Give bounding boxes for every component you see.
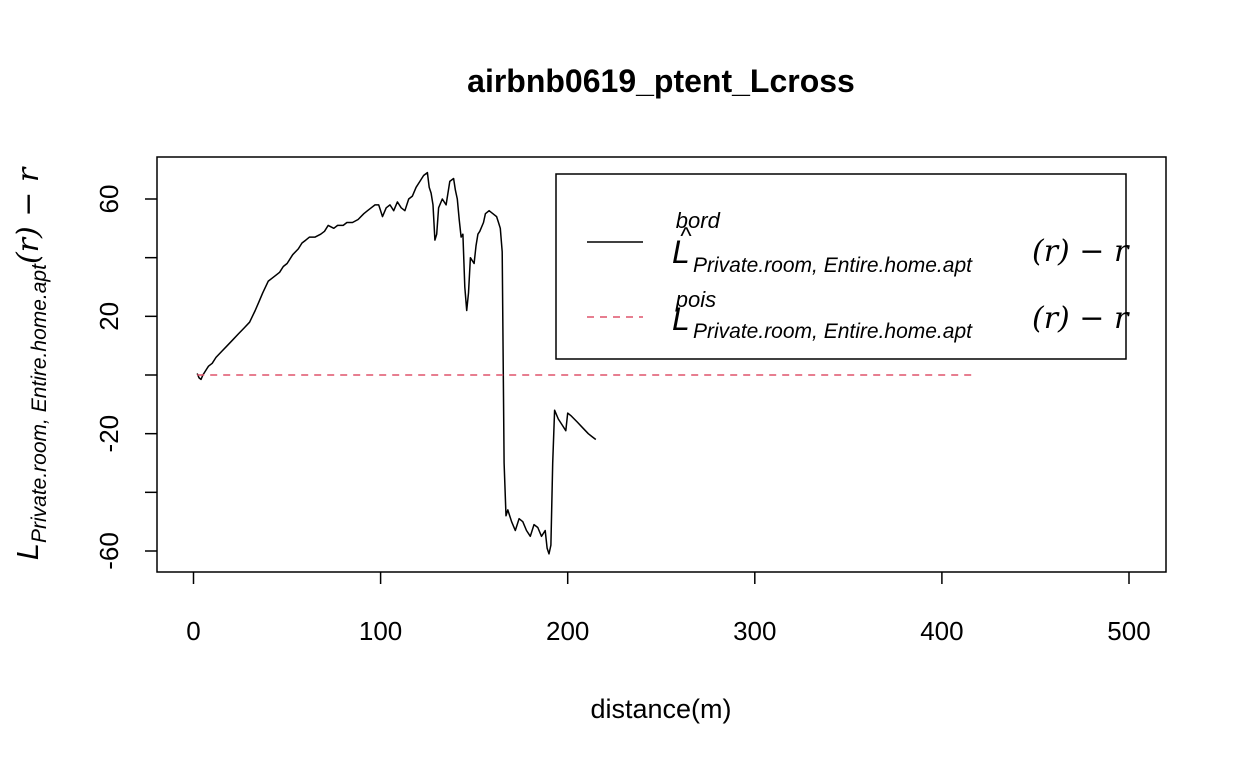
legend-bord-subscript: Private.room, Entire.home.apt (693, 254, 973, 277)
legend-label-bord: Lbord (672, 208, 721, 270)
chart-title: airbnb0619_ptent_Lcross (467, 63, 855, 99)
legend-pois-superscript: pois (675, 287, 716, 312)
x-tick-label: 300 (733, 616, 776, 646)
x-tick-label: 0 (186, 616, 200, 646)
legend-box (555, 173, 1127, 360)
x-axis: 0 100 200 300 400 500 (186, 572, 1151, 646)
y-axis: -60 -20 20 60 (94, 185, 157, 570)
y-tick-label: 20 (94, 302, 124, 331)
series-line-bord (196, 171, 597, 555)
y-axis-label-main: L (10, 543, 45, 560)
y-axis-label-tail: (r) − r (11, 166, 46, 264)
x-tick-label: 100 (359, 616, 402, 646)
x-tick-label: 200 (546, 616, 589, 646)
legend-pois-tail: (r) − r (1032, 301, 1130, 336)
y-axis-label-subscript: Private.room, Entire.home.apt (28, 263, 51, 543)
x-tick-label: 400 (920, 616, 963, 646)
legend: Lbord ^ Private.room, Entire.home.apt (r… (555, 173, 1130, 360)
y-tick-label: 60 (94, 185, 124, 214)
legend-bord-superscript: bord (676, 208, 721, 233)
legend-bord-tail: (r) − r (1032, 234, 1130, 269)
x-tick-label: 500 (1107, 616, 1150, 646)
svg-text:LPrivate.room, Entire.home.apt: LPrivate.room, Entire.home.apt(r) − r (10, 166, 51, 560)
legend-bord-main: L (672, 234, 690, 270)
y-axis-label: LPrivate.room, Entire.home.apt(r) − r (10, 166, 51, 560)
legend-pois-main: L (672, 301, 690, 337)
x-axis-label: distance(m) (590, 694, 731, 724)
legend-label-pois: Lpois (672, 287, 716, 337)
y-tick-label: -60 (94, 532, 124, 570)
y-tick-label: -20 (94, 415, 124, 453)
legend-pois-subscript: Private.room, Entire.home.apt (693, 320, 973, 343)
legend-bord-hat: ^ (680, 223, 692, 250)
series-layer (196, 171, 976, 555)
plot-area-border (156, 156, 1167, 573)
